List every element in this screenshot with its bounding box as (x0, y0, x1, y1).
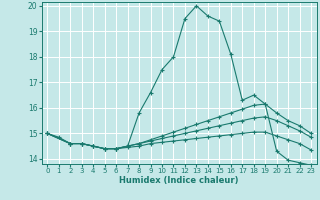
X-axis label: Humidex (Indice chaleur): Humidex (Indice chaleur) (119, 176, 239, 185)
